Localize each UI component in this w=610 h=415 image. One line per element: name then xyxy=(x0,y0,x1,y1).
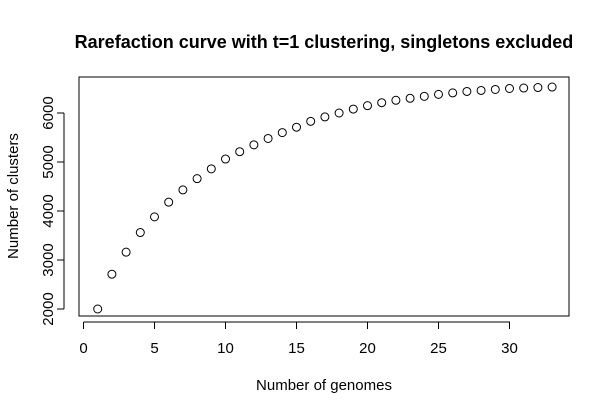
data-point xyxy=(263,133,273,143)
y-axis-label: Number of clusters xyxy=(5,133,22,259)
x-tick-label: 25 xyxy=(430,340,447,357)
data-point xyxy=(292,122,301,132)
x-tick-label: 15 xyxy=(288,340,305,357)
data-point xyxy=(405,93,415,103)
data-point xyxy=(178,185,188,195)
data-point xyxy=(164,197,174,207)
y-axis-ticks: 2000 3000 4000 5000 6000 xyxy=(40,96,64,326)
data-point xyxy=(277,128,287,138)
data-point xyxy=(135,228,145,238)
y-tick-label: 3000 xyxy=(40,243,57,276)
data-point xyxy=(249,140,259,150)
data-point xyxy=(391,95,401,105)
x-tick-label: 5 xyxy=(150,340,158,357)
y-tick-label: 2000 xyxy=(40,292,57,325)
y-tick-label: 4000 xyxy=(40,194,57,227)
data-point xyxy=(519,83,529,93)
data-point xyxy=(462,86,472,96)
data-point xyxy=(490,84,500,94)
x-axis-ticks: 0 5 10 15 20 25 30 xyxy=(79,322,518,357)
x-tick-label: 10 xyxy=(217,340,234,357)
data-point xyxy=(547,82,557,92)
data-point xyxy=(419,91,429,101)
y-tick-label: 5000 xyxy=(40,145,57,178)
data-point xyxy=(306,116,316,126)
x-tick-label: 0 xyxy=(79,340,87,357)
x-tick-label: 30 xyxy=(501,340,518,357)
data-point xyxy=(363,101,372,111)
data-point xyxy=(93,304,103,314)
data-point xyxy=(377,98,387,108)
data-point xyxy=(334,108,344,118)
data-point xyxy=(221,154,230,164)
x-tick-label: 20 xyxy=(359,340,376,357)
x-axis-label: Number of genomes xyxy=(256,377,392,394)
data-point xyxy=(505,84,514,93)
data-points xyxy=(93,82,557,314)
data-point xyxy=(434,89,443,99)
chart-title: Rarefaction curve with t=1 clustering, s… xyxy=(75,32,574,52)
data-point xyxy=(348,104,358,114)
data-point xyxy=(533,83,543,93)
data-point xyxy=(235,147,245,157)
data-point xyxy=(121,247,131,257)
data-point xyxy=(320,112,330,122)
data-point xyxy=(206,164,216,174)
data-point xyxy=(192,174,202,184)
data-point xyxy=(476,85,486,95)
data-point xyxy=(448,88,458,98)
y-tick-label: 6000 xyxy=(40,96,57,129)
data-point xyxy=(107,269,117,279)
plot-frame xyxy=(78,76,570,317)
data-point xyxy=(150,212,159,222)
